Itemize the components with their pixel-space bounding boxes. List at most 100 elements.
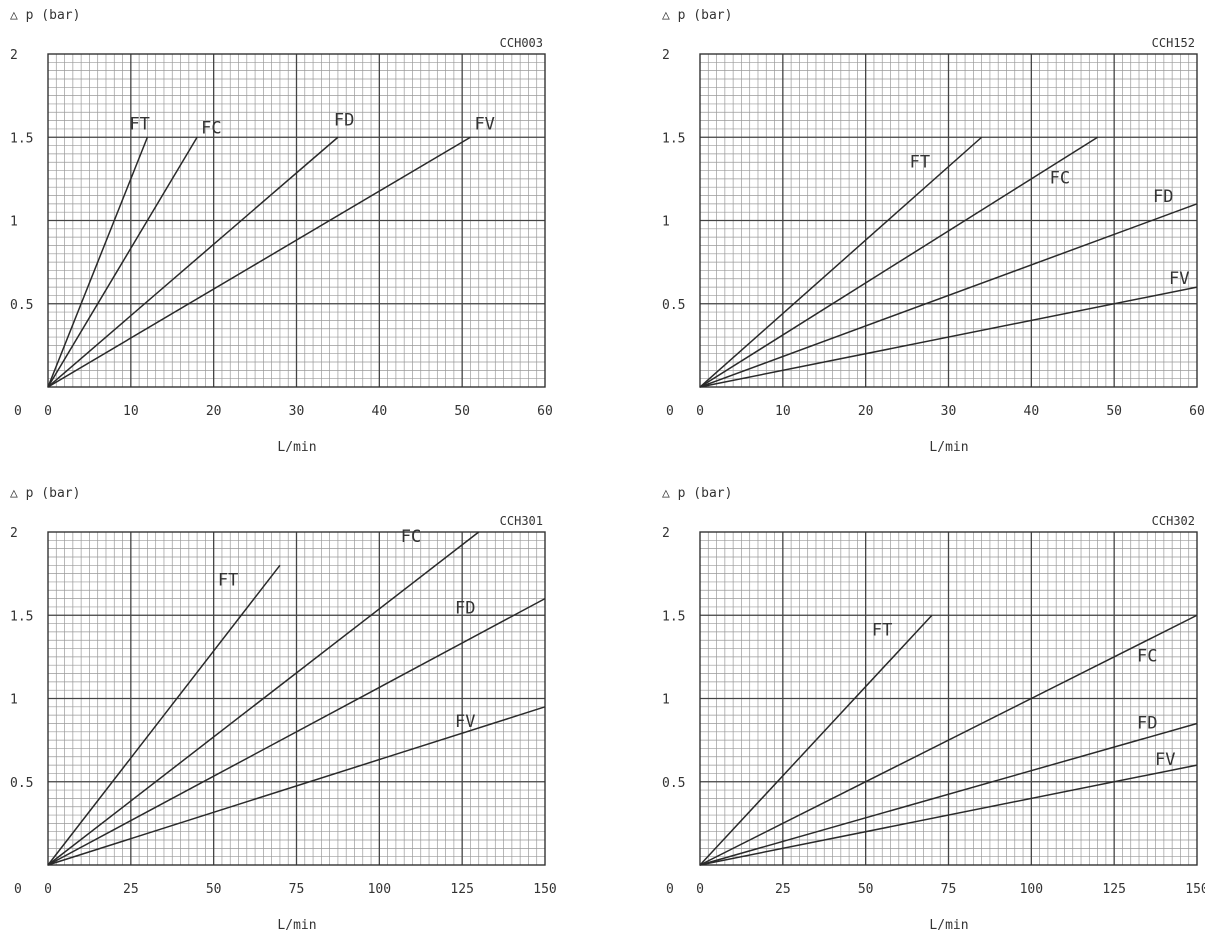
series-line-ft bbox=[47, 564, 281, 866]
x-tick-label: 60 bbox=[1189, 404, 1205, 419]
x-tick-label: 25 bbox=[123, 882, 139, 897]
chart-cch152: 0 10 20 30 40 50 60 0 0.5 1 1.5 2 CCH152 FT FC FD FV bbox=[662, 36, 1205, 419]
series-label-ft: FT bbox=[129, 114, 149, 134]
series-label-fc: FC bbox=[401, 527, 421, 547]
series-line-fc bbox=[47, 531, 480, 866]
series-label-fd: FD bbox=[1137, 713, 1157, 733]
series-line-fv bbox=[699, 764, 1198, 866]
series-label-fv: FV bbox=[1155, 750, 1175, 770]
x-tick-label: 20 bbox=[858, 404, 874, 419]
y-tick-label: 1.5 bbox=[662, 131, 685, 146]
x-tick-label: 50 bbox=[858, 882, 874, 897]
chart-panel-cch152: △ p (bar) 0 10 20 30 40 50 60 0 0.5 1 1.5 2 CCH152 FT… bbox=[652, 0, 1205, 468]
x-tick-label: 20 bbox=[206, 404, 222, 419]
series-label-ft: FT bbox=[218, 570, 238, 590]
x-tick-label: 75 bbox=[289, 882, 305, 897]
series-line-fd bbox=[699, 722, 1198, 866]
series-line-fd bbox=[47, 136, 339, 388]
y-tick-label: 2 bbox=[10, 526, 18, 541]
x-tick-label: 100 bbox=[368, 882, 391, 897]
y-tick-label: 2 bbox=[662, 48, 670, 63]
y-tick-label: 1.5 bbox=[10, 609, 33, 624]
y-tick-label: 0.5 bbox=[662, 298, 685, 313]
plot-frame bbox=[47, 53, 546, 388]
chart-cch301: 0 25 50 75 100 125 150 0 0.5 1 1.5 2 CCH301 FT FC FD FV bbox=[10, 514, 557, 897]
x-tick-label: 25 bbox=[775, 882, 791, 897]
x-tick-label: 60 bbox=[537, 404, 553, 419]
x-tick-label: 30 bbox=[289, 404, 305, 419]
series-line-fv bbox=[47, 136, 471, 388]
x-tick-label: 100 bbox=[1020, 882, 1043, 897]
series-line-ft bbox=[699, 614, 933, 866]
x-tick-label: 125 bbox=[450, 882, 473, 897]
y-tick-label: 1.5 bbox=[662, 609, 685, 624]
series-line-fd bbox=[47, 597, 546, 866]
plot-frame bbox=[699, 531, 1198, 866]
chart-cch003: 0 10 20 30 40 50 60 0 0.5 1 1.5 2 CCH003 FT FC FD FV bbox=[10, 36, 553, 419]
series-label-ft: FT bbox=[872, 620, 892, 640]
series-label-fc: FC bbox=[1137, 646, 1157, 666]
x-tick-label: 125 bbox=[1102, 882, 1125, 897]
y-tick-label: 2 bbox=[10, 48, 18, 63]
y-axis-label: △ p (bar) bbox=[10, 486, 81, 501]
x-tick-label: 150 bbox=[533, 882, 556, 897]
chart-cch302: 0 25 50 75 100 125 150 0 0.5 1 1.5 2 CCH302 FT FC FD FV bbox=[662, 514, 1205, 897]
series-label-fc: FC bbox=[201, 118, 221, 138]
y-tick-label: 1 bbox=[662, 693, 670, 708]
series-line-fd bbox=[699, 203, 1198, 388]
x-tick-label: 150 bbox=[1185, 882, 1205, 897]
x-tick-label: 10 bbox=[123, 404, 139, 419]
series-line-ft bbox=[47, 136, 149, 388]
y-tick-label: 0.5 bbox=[662, 776, 685, 791]
y-tick-label: 1 bbox=[10, 215, 18, 230]
x-axis-label: L/min bbox=[929, 440, 969, 455]
plot-frame bbox=[47, 531, 546, 866]
series-label-fv: FV bbox=[474, 114, 494, 134]
y-tick-label-origin: 0 bbox=[666, 404, 674, 419]
chart-title: CCH302 bbox=[1152, 514, 1195, 528]
x-axis-label: L/min bbox=[929, 918, 969, 933]
x-tick-label: 75 bbox=[941, 882, 957, 897]
x-tick-label: 50 bbox=[1106, 404, 1122, 419]
grid bbox=[48, 54, 545, 387]
x-axis-label: L/min bbox=[277, 440, 317, 455]
series-label-fd: FD bbox=[334, 110, 354, 130]
y-tick-label: 0.5 bbox=[10, 298, 33, 313]
chart-title: CCH152 bbox=[1152, 36, 1195, 50]
y-tick-label-origin: 0 bbox=[666, 882, 674, 897]
plot-frame bbox=[699, 53, 1198, 388]
y-tick-label: 2 bbox=[662, 526, 670, 541]
grid bbox=[48, 532, 545, 865]
y-tick-label-origin: 0 bbox=[14, 404, 22, 419]
x-tick-label: 0 bbox=[696, 882, 704, 897]
series-label-fd: FD bbox=[455, 599, 475, 619]
series-line-fc bbox=[699, 136, 1098, 388]
grid bbox=[700, 54, 1197, 387]
y-tick-label: 1 bbox=[662, 215, 670, 230]
grid bbox=[700, 532, 1197, 865]
y-tick-label: 1 bbox=[10, 693, 18, 708]
x-tick-label: 50 bbox=[454, 404, 470, 419]
series-label-fv: FV bbox=[455, 712, 475, 732]
x-tick-label: 40 bbox=[1024, 404, 1040, 419]
series-line-fv bbox=[699, 286, 1198, 388]
y-axis-label: △ p (bar) bbox=[10, 8, 81, 23]
y-axis-label: △ p (bar) bbox=[662, 486, 733, 501]
y-tick-label-origin: 0 bbox=[14, 882, 22, 897]
x-axis-label: L/min bbox=[277, 918, 317, 933]
chart-panel-cch003: △ p (bar) 0 10 20 30 40 50 60 0 0.5 1 1.5 2 CCH003 FT… bbox=[0, 0, 602, 468]
chart-panel-cch302: △ p (bar) 0 25 50 75 100 125 150 0 0.5 1 1.5 2 CCH30… bbox=[652, 478, 1205, 946]
series-line-fv bbox=[47, 706, 546, 866]
series-label-fd: FD bbox=[1153, 187, 1173, 207]
y-tick-label: 1.5 bbox=[10, 131, 33, 146]
series-line-fc bbox=[47, 136, 198, 388]
x-tick-label: 40 bbox=[372, 404, 388, 419]
y-tick-label: 0.5 bbox=[10, 776, 33, 791]
x-tick-label: 10 bbox=[775, 404, 791, 419]
x-tick-label: 0 bbox=[696, 404, 704, 419]
series-label-ft: FT bbox=[910, 152, 930, 172]
chart-title: CCH301 bbox=[500, 514, 543, 528]
x-tick-label: 0 bbox=[44, 882, 52, 897]
chart-panel-cch301: △ p (bar) 0 25 50 75 100 125 150 0 0.5 1 1.5 2 CCH30… bbox=[0, 478, 602, 946]
chart-title: CCH003 bbox=[500, 36, 543, 50]
